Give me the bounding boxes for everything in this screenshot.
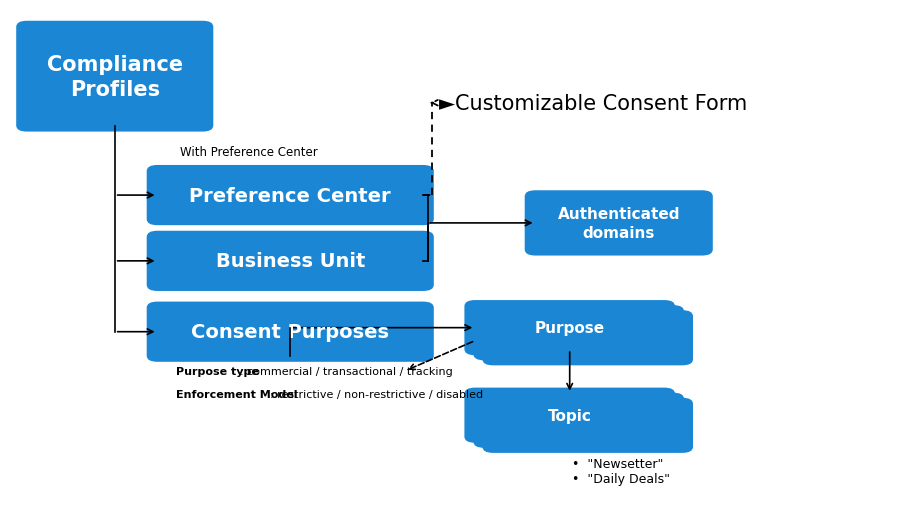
FancyBboxPatch shape	[473, 306, 684, 361]
FancyBboxPatch shape	[16, 22, 213, 132]
Text: With Preference Center: With Preference Center	[180, 146, 318, 159]
FancyBboxPatch shape	[147, 166, 434, 226]
FancyBboxPatch shape	[464, 388, 675, 443]
FancyBboxPatch shape	[473, 393, 684, 448]
Text: Authenticated
domains: Authenticated domains	[557, 207, 680, 240]
Text: Purpose: Purpose	[535, 321, 605, 335]
Text: ►Customizable Consent Form: ►Customizable Consent Form	[439, 93, 747, 114]
Text: •  "Newsetter"
•  "Daily Deals": • "Newsetter" • "Daily Deals"	[572, 457, 670, 485]
Text: Compliance
Profiles: Compliance Profiles	[47, 55, 183, 99]
Text: Consent Purposes: Consent Purposes	[191, 323, 389, 341]
Text: Business Unit: Business Unit	[216, 252, 364, 271]
FancyBboxPatch shape	[464, 300, 675, 356]
FancyBboxPatch shape	[482, 311, 693, 366]
FancyBboxPatch shape	[525, 191, 713, 256]
Text: : restrictive / non-restrictive / disabled: : restrictive / non-restrictive / disabl…	[270, 389, 483, 399]
Text: : commercial / transactional / tracking: : commercial / transactional / tracking	[240, 366, 453, 376]
Text: Preference Center: Preference Center	[189, 186, 392, 205]
Text: Purpose type: Purpose type	[176, 366, 258, 376]
FancyBboxPatch shape	[147, 231, 434, 291]
Text: Topic: Topic	[548, 408, 591, 423]
FancyBboxPatch shape	[482, 398, 693, 453]
Text: Enforcement Model: Enforcement Model	[176, 389, 297, 399]
FancyBboxPatch shape	[147, 302, 434, 362]
